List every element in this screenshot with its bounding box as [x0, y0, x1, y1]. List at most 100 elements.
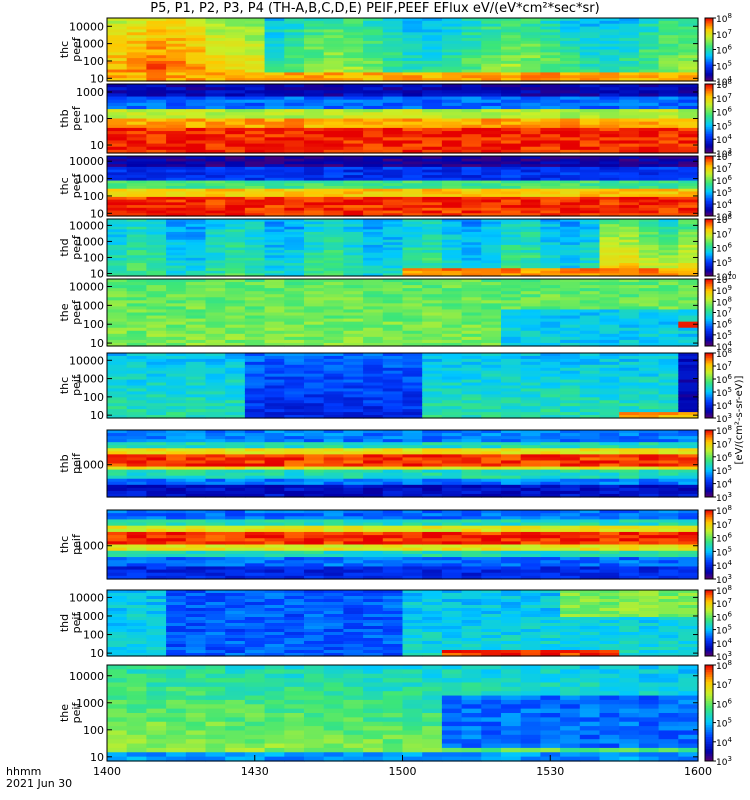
heat-cell — [382, 55, 404, 59]
colorbar-bin — [705, 300, 713, 303]
heat-cell — [244, 257, 266, 262]
heat-cell — [185, 330, 207, 335]
heat-cell — [501, 49, 522, 53]
heat-cell — [481, 221, 502, 225]
heat-cell — [540, 370, 561, 375]
heat-cell — [520, 273, 541, 277]
heat-cell — [284, 318, 305, 323]
heat-cell — [560, 210, 581, 214]
heat-cell — [244, 285, 266, 289]
heat-cell — [146, 194, 167, 198]
heat-cell — [520, 99, 541, 104]
heat-cell — [185, 18, 207, 22]
heat-cell — [520, 96, 541, 101]
colorbar-bin — [705, 163, 713, 166]
heat-cell — [185, 102, 207, 107]
heat-cell — [146, 143, 167, 148]
heat-cell — [540, 394, 561, 398]
heat-cell — [304, 300, 325, 304]
heat-cell — [441, 273, 463, 277]
heat-cell — [244, 324, 266, 329]
colorbar-bin — [705, 96, 713, 99]
heat-cell — [678, 306, 699, 311]
heat-cell — [560, 409, 581, 413]
heat-cell — [678, 99, 699, 104]
heat-cell — [363, 463, 384, 468]
y-tick-label: 10 — [90, 337, 104, 350]
heat-cell — [284, 32, 305, 36]
heat-cell — [638, 463, 660, 468]
heat-cell — [520, 436, 541, 440]
heat-cell — [363, 318, 384, 323]
heat-cell — [678, 282, 699, 286]
heat-cell — [343, 342, 364, 347]
heat-cell — [185, 265, 207, 269]
heat-cell — [560, 406, 581, 410]
heat-cell — [205, 327, 226, 332]
colorbar-bin — [705, 175, 713, 178]
heat-cell — [323, 26, 344, 31]
heat-cell — [343, 219, 364, 223]
heat-cell — [166, 224, 187, 228]
heat-cell — [461, 186, 482, 190]
heat-cell — [658, 137, 679, 142]
heat-cell — [304, 224, 325, 228]
heat-cell — [205, 90, 226, 95]
heat-cell — [126, 273, 147, 277]
heat-cell — [560, 205, 581, 209]
heat-cell — [363, 379, 384, 384]
heat-cell — [205, 224, 226, 228]
heat-cell — [678, 121, 699, 126]
heat-cell — [284, 23, 305, 28]
heat-cell — [343, 385, 364, 390]
heat-cell — [638, 358, 660, 363]
heat-cell — [107, 224, 128, 228]
heat-cell — [107, 315, 128, 320]
heat-cell — [402, 84, 423, 88]
heat-cell — [343, 72, 364, 76]
heat-cell — [382, 90, 404, 95]
heat-cell — [540, 397, 561, 401]
colorbar-bin — [705, 208, 713, 211]
heat-cell — [146, 409, 167, 413]
heat-cell — [560, 294, 581, 298]
heat-cell — [619, 250, 640, 254]
heat-cell — [481, 448, 502, 452]
heat-cell — [244, 194, 266, 198]
heat-cell — [579, 224, 601, 228]
heat-cell — [244, 202, 266, 206]
heat-cell — [126, 391, 147, 395]
heat-cell — [264, 43, 285, 48]
heat-cell — [501, 263, 522, 267]
heat-cell — [540, 166, 561, 171]
heat-cell — [520, 364, 541, 369]
heat-cell — [166, 66, 187, 71]
heat-cell — [126, 234, 147, 238]
colorbar-bin — [705, 227, 713, 230]
heat-cell — [225, 149, 246, 154]
heat-cell — [166, 436, 187, 440]
heat-cell — [441, 475, 463, 480]
colorbar-bin — [705, 220, 713, 223]
heat-cell — [520, 472, 541, 477]
heat-cell — [205, 134, 226, 138]
heat-cell — [107, 93, 128, 98]
heat-cell — [382, 20, 404, 25]
heat-cell — [382, 96, 404, 101]
heat-cell — [619, 102, 640, 107]
heat-cell — [304, 102, 325, 107]
heat-cell — [126, 263, 147, 267]
heat-cell — [363, 273, 384, 277]
heat-cell — [481, 469, 502, 474]
heat-cell — [363, 260, 384, 264]
heat-cell — [284, 433, 305, 437]
heat-cell — [343, 409, 364, 413]
heat-cell — [323, 196, 344, 201]
heat-cell — [225, 121, 246, 126]
heat-cell — [126, 105, 147, 110]
heat-cell — [126, 257, 147, 262]
colorbar-bin — [705, 46, 713, 49]
heat-cell — [560, 237, 581, 241]
heat-cell — [441, 252, 463, 256]
heat-cell — [461, 29, 482, 33]
